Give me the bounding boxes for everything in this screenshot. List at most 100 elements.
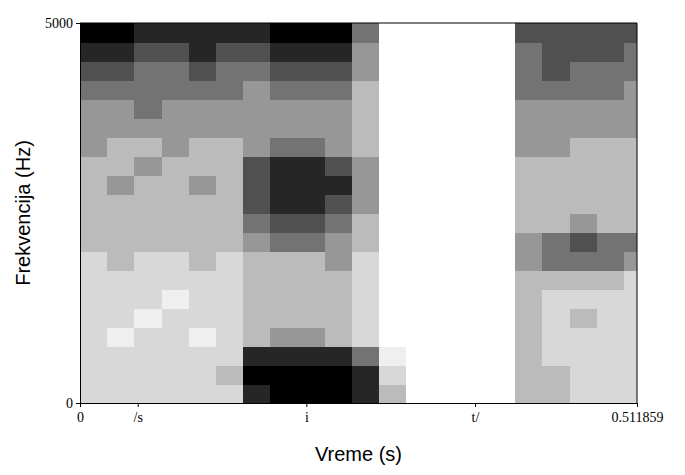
spectrogram-cell <box>488 213 516 233</box>
spectrogram-cell <box>107 80 135 100</box>
x-axis-tick: 0.511859 <box>612 403 664 425</box>
spectrogram-cell <box>80 327 108 347</box>
plot-background <box>80 23 637 403</box>
spectrogram-cell <box>542 80 570 100</box>
spectrogram-cell <box>216 251 244 271</box>
spectrogram-cell <box>352 156 380 176</box>
spectrogram-cell <box>325 156 353 176</box>
spectrogram-cell <box>624 61 637 81</box>
spectrogram-cell <box>570 251 598 271</box>
spectrogram-cell <box>325 175 353 195</box>
y-axis-tick-mark <box>76 23 80 24</box>
spectrogram-cell <box>325 213 353 233</box>
spectrogram-cell <box>134 308 162 328</box>
spectrogram-cell <box>243 213 271 233</box>
spectrogram-cell <box>352 327 380 347</box>
y-axis-tick: 0 <box>66 396 80 411</box>
spectrogram-cell <box>325 118 353 138</box>
spectrogram-cell <box>570 137 598 157</box>
spectrogram-cell <box>352 61 380 81</box>
spectrogram-cell <box>597 270 625 290</box>
spectrogram-cell <box>216 384 244 403</box>
spectrogram-cell <box>352 213 380 233</box>
spectrogram-cell <box>162 80 190 100</box>
spectrogram-cell <box>325 384 353 403</box>
spectrogram-cell <box>461 42 489 62</box>
spectrogram-cell <box>216 42 244 62</box>
spectrogram-cell <box>270 156 298 176</box>
spectrogram-cell <box>134 61 162 81</box>
spectrogram-cell <box>80 232 108 252</box>
spectrogram-cell <box>434 346 462 366</box>
spectrogram-cell <box>325 99 353 119</box>
spectrogram-cell <box>379 308 407 328</box>
spectrogram-cell <box>189 23 217 43</box>
spectrogram-cell <box>325 42 353 62</box>
spectrogram-cell <box>107 175 135 195</box>
spectrogram-cell <box>434 80 462 100</box>
spectrogram-cell <box>406 80 434 100</box>
spectrogram-cell <box>515 289 543 309</box>
spectrogram-cell <box>162 137 190 157</box>
spectrogram-cell <box>488 194 516 214</box>
spectrogram-cell <box>488 346 516 366</box>
spectrogram-cell <box>298 156 326 176</box>
spectrogram-cell <box>270 42 298 62</box>
spectrogram-cell <box>570 346 598 366</box>
spectrogram-cell <box>570 289 598 309</box>
x-axis-tick-label: 0 <box>77 410 84 425</box>
x-axis-tick-label: /s <box>134 410 143 425</box>
spectrogram-cell <box>270 384 298 403</box>
spectrogram-cell <box>216 99 244 119</box>
spectrogram-cell <box>270 365 298 385</box>
spectrogram-cell <box>189 118 217 138</box>
spectrogram-cell <box>624 80 637 100</box>
x-axis-tick-label: t/ <box>472 410 480 425</box>
spectrogram-cell <box>80 80 108 100</box>
spectrogram-cell <box>80 99 108 119</box>
spectrogram-cell <box>162 99 190 119</box>
spectrogram-cell <box>189 99 217 119</box>
spectrogram-cell <box>488 308 516 328</box>
spectrogram-cell <box>597 99 625 119</box>
spectrogram-cell <box>570 232 598 252</box>
spectrogram-cell <box>80 289 108 309</box>
spectrogram-cell <box>80 251 108 271</box>
spectrogram-cell <box>189 327 217 347</box>
spectrogram-cell <box>542 251 570 271</box>
spectrogram-cell <box>597 308 625 328</box>
spectrogram-cell <box>624 270 637 290</box>
spectrogram-cell <box>597 232 625 252</box>
spectrogram-cell <box>597 365 625 385</box>
spectrogram-cell <box>379 213 407 233</box>
spectrogram-cell <box>352 270 380 290</box>
spectrogram-cell <box>134 289 162 309</box>
spectrogram-cell <box>434 251 462 271</box>
spectrogram-cell <box>352 346 380 366</box>
spectrogram-cell <box>189 251 217 271</box>
spectrogram-cell <box>270 175 298 195</box>
spectrogram-cell <box>189 194 217 214</box>
spectrogram-cell <box>461 61 489 81</box>
chart: 0/sit/0.51185905000Vreme (s)Frekvencija … <box>0 0 685 475</box>
spectrogram-cell <box>243 346 271 366</box>
spectrogram-cell <box>461 99 489 119</box>
spectrogram-cell <box>298 61 326 81</box>
spectrogram-cell <box>134 80 162 100</box>
spectrogram-cell <box>243 308 271 328</box>
x-axis-tick-mark <box>306 403 307 407</box>
spectrogram-cell <box>107 232 135 252</box>
spectrogram-cell <box>515 365 543 385</box>
spectrogram-cell <box>134 213 162 233</box>
spectrogram-cell <box>80 137 108 157</box>
spectrogram-cell <box>597 384 625 403</box>
spectrogram-cell <box>488 99 516 119</box>
spectrogram-cell <box>379 23 407 43</box>
x-axis-tick: i <box>305 403 309 425</box>
spectrogram-cell <box>379 80 407 100</box>
spectrogram-cell <box>107 346 135 366</box>
spectrogram-cell <box>434 175 462 195</box>
spectrogram-cell <box>298 23 326 43</box>
spectrogram-cell <box>488 251 516 271</box>
spectrogram-cell <box>570 365 598 385</box>
